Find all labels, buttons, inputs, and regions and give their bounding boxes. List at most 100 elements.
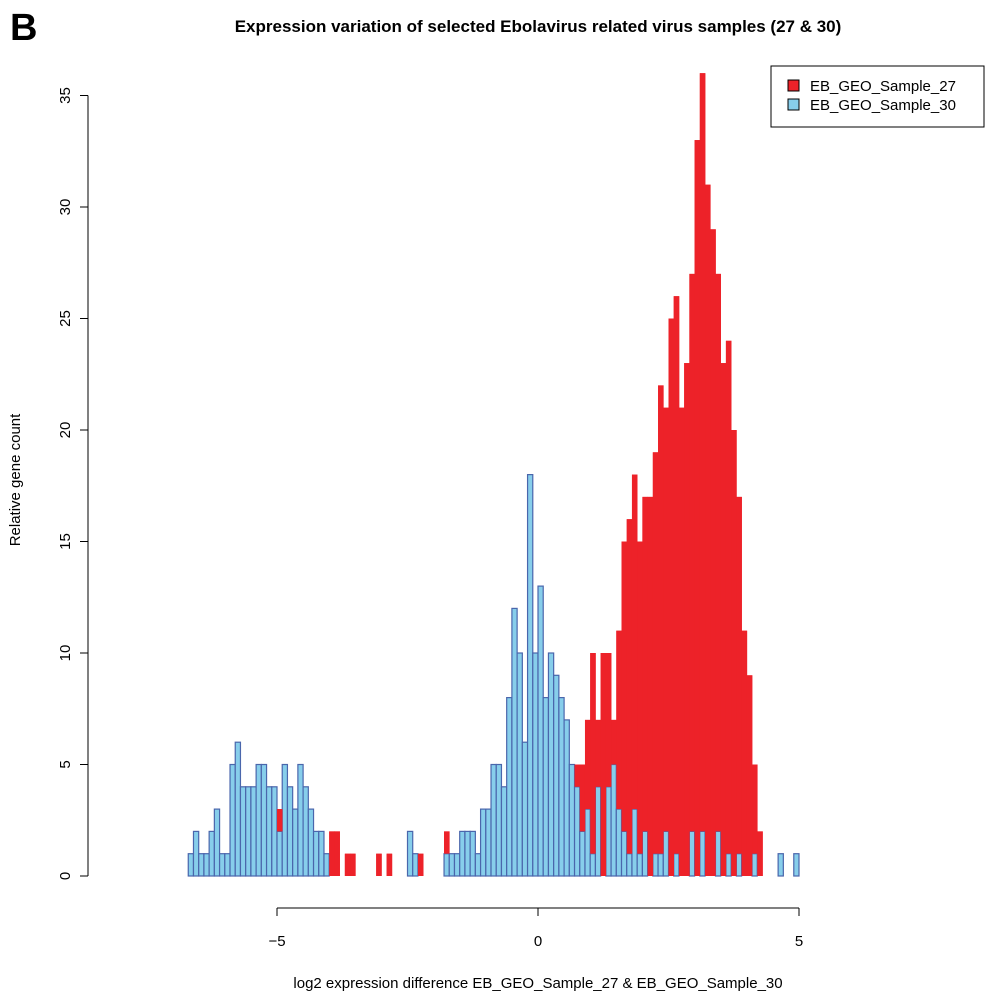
bar-sample-30 (318, 830, 325, 877)
bar-sample-30 (250, 786, 257, 877)
bar-sample-27-top (731, 430, 737, 876)
bar-sample-30 (532, 652, 539, 877)
bar-sample-27-top (652, 452, 659, 854)
bar-sample-27-top (584, 719, 591, 810)
bar-sample-27-top (350, 853, 356, 876)
x-axis: −5 0 5 (268, 907, 803, 950)
bar-sample-27-top (678, 407, 685, 876)
bar-sample-30 (234, 741, 242, 877)
bar-sample-30 (485, 808, 492, 877)
bar-sample-27-top (736, 496, 742, 854)
bar-sample-30 (297, 763, 304, 877)
bar-sample-30 (495, 763, 503, 877)
bar-sample-27-top (417, 853, 424, 876)
bar-sample-30 (542, 696, 550, 877)
bar-sample-30 (568, 763, 576, 877)
bar-sample-30 (474, 853, 482, 877)
bar-sample-27-top (725, 340, 732, 854)
bar-sample-30 (192, 830, 200, 877)
bar-sample-30 (636, 853, 643, 877)
y-tick-label: 0 (57, 872, 74, 880)
bar-sample-27-top (752, 764, 758, 854)
bar-sample-27-top (626, 519, 633, 854)
chart-title: Expression variation of selected Ebolavi… (235, 17, 842, 36)
bar-sample-30 (307, 808, 315, 877)
bar-sample-30 (203, 853, 210, 877)
bar-sample-30 (610, 763, 617, 877)
bar-sample-27-top (376, 853, 382, 876)
bar-sample-27-top (715, 273, 721, 832)
bar-sample-30 (281, 763, 289, 877)
x-tick-label: 0 (534, 933, 542, 950)
legend: EB_GEO_Sample_27 EB_GEO_Sample_30 (770, 65, 985, 128)
bar-sample-30 (725, 853, 732, 877)
bar-sample-30 (626, 853, 633, 877)
bar-sample-30 (673, 853, 680, 877)
bar-sample-27-top (277, 809, 283, 832)
bar-sample-30 (271, 786, 278, 877)
legend-swatch-sample-30 (787, 98, 800, 111)
bar-sample-30 (584, 808, 591, 877)
y-axis: 0 5 10 15 20 25 30 35 (57, 87, 89, 880)
bar-sample-30 (213, 808, 221, 877)
bar-sample-30 (688, 830, 696, 877)
bar-sample-30 (620, 830, 628, 877)
bar-sample-27-top (757, 831, 763, 876)
bar-sample-27-top (673, 296, 680, 854)
bar-sample-30 (187, 853, 195, 877)
x-tick-label: −5 (268, 933, 285, 950)
bar-sample-27-top (590, 653, 596, 854)
legend-box (770, 65, 985, 128)
series-sample-30-bars (187, 474, 800, 877)
panel-label: B (10, 7, 37, 49)
bar-sample-27-top (574, 764, 581, 787)
bar-sample-30 (547, 652, 555, 877)
bar-sample-30 (229, 763, 236, 877)
bar-sample-30 (631, 808, 638, 877)
bar-sample-27-top (658, 385, 664, 854)
bar-sample-30 (563, 719, 570, 877)
bar-sample-30 (793, 853, 800, 877)
bar-sample-30 (506, 696, 513, 877)
bar-sample-30 (553, 674, 560, 877)
bar-sample-27-top (710, 229, 716, 877)
bar-sample-30 (662, 830, 670, 877)
bar-sample-30 (516, 652, 523, 877)
bar-sample-30 (286, 786, 294, 877)
bar-sample-30 (459, 830, 466, 877)
bar-sample-30 (406, 830, 414, 877)
x-tick-label: 5 (795, 933, 803, 950)
y-tick-label: 35 (57, 87, 74, 104)
bar-sample-30 (605, 786, 612, 877)
bar-sample-30 (521, 741, 529, 877)
bar-sample-27-top (663, 407, 669, 832)
y-tick-label: 5 (57, 760, 74, 768)
bar-sample-30 (615, 808, 623, 877)
bar-sample-30 (453, 853, 461, 877)
bar-sample-30 (777, 853, 784, 877)
bar-sample-27-top (631, 474, 638, 810)
bar-sample-30 (657, 853, 664, 877)
bar-sample-30 (198, 853, 205, 877)
bar-sample-27-top (689, 273, 695, 832)
bar-sample-30 (464, 830, 471, 877)
legend-swatch-sample-27 (787, 79, 800, 92)
bar-sample-30 (448, 853, 456, 877)
bar-sample-30 (735, 853, 743, 877)
bar-sample-30 (511, 607, 518, 877)
bar-sample-30 (641, 830, 649, 877)
y-tick-label: 20 (57, 422, 74, 439)
bar-sample-30 (469, 830, 476, 877)
bar-sample-27-top (444, 831, 450, 854)
bar-sample-27-top (647, 496, 654, 876)
bar-sample-27-top (595, 719, 601, 787)
x-axis-label: log2 expression difference EB_GEO_Sample… (293, 975, 782, 992)
legend-label-sample-27: EB_GEO_Sample_27 (810, 78, 956, 95)
bar-sample-30 (714, 830, 722, 877)
bar-sample-30 (443, 853, 450, 877)
bar-sample-30 (579, 830, 586, 877)
bar-sample-30 (265, 786, 273, 877)
y-axis-label: Relative gene count (7, 413, 24, 546)
bar-sample-30 (558, 696, 565, 877)
